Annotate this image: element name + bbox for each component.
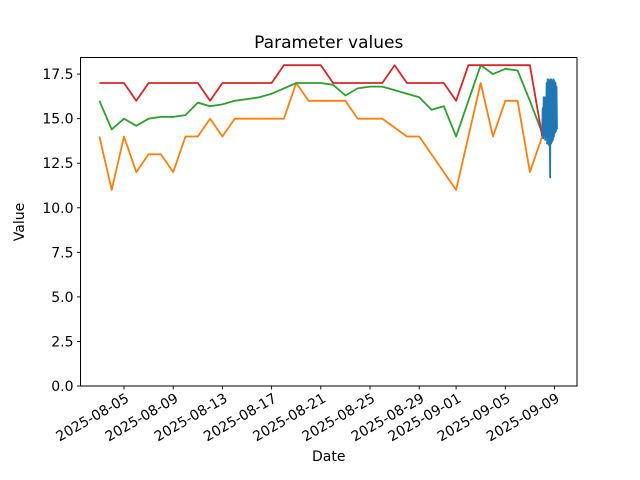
y-tick-label: 10.0 xyxy=(42,201,73,217)
y-tick-label: 17.5 xyxy=(42,67,73,83)
y-tick-label: 15.0 xyxy=(42,112,73,128)
chart-title: Parameter values xyxy=(254,33,403,53)
y-tick-label: 0.0 xyxy=(51,379,73,395)
plot-area: 0.02.55.07.510.012.515.017.52025-08-0520… xyxy=(42,57,578,445)
y-axis-label: Value xyxy=(12,203,28,241)
series-line-blue xyxy=(541,78,558,179)
plot-border xyxy=(80,57,578,387)
series-line-green xyxy=(98,64,544,138)
series-line-red xyxy=(99,64,544,137)
y-tick-label: 2.5 xyxy=(51,334,73,350)
y-tick-label: 7.5 xyxy=(51,245,73,261)
series-line-orange xyxy=(98,82,544,191)
y-tick-label: 5.0 xyxy=(51,290,73,306)
y-tick-label: 12.5 xyxy=(42,156,73,172)
x-axis-label: Date xyxy=(312,449,345,465)
